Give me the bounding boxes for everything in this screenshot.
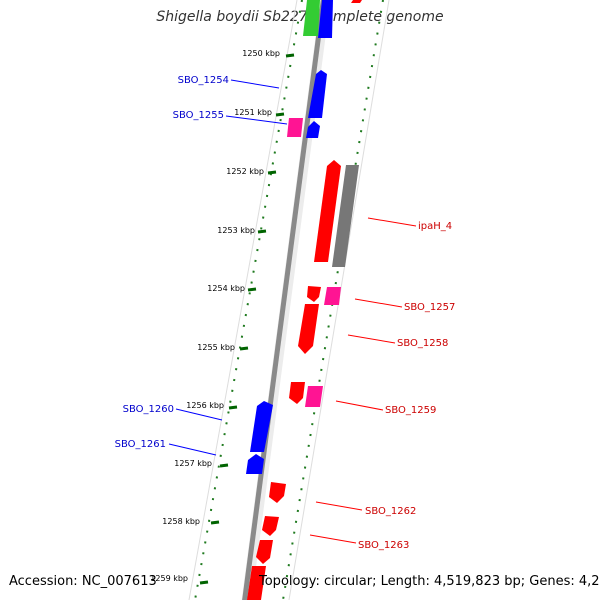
label-SBO_1263: SBO_1263 bbox=[358, 540, 409, 551]
leader-SBO_1263 bbox=[309, 534, 357, 544]
tick-1252: 1252 kbp bbox=[226, 167, 277, 176]
map-title: Shigella boydii Sb227, complete genome bbox=[156, 9, 444, 25]
gene-SBO_1257-a[interactable] bbox=[307, 286, 321, 302]
label-ipaH_4: ipaH_4 bbox=[418, 221, 452, 232]
tick-label: 1257 kbp bbox=[174, 459, 212, 468]
label-SBO_1258: SBO_1258 bbox=[397, 338, 448, 349]
tick-label: 1259 kbp bbox=[150, 574, 188, 583]
gene-SBO_1257[interactable] bbox=[324, 287, 341, 305]
leader-SBO_1262 bbox=[315, 501, 363, 511]
tick-1253: 1253 kbp bbox=[217, 226, 267, 235]
gene-SBO_1259-a[interactable] bbox=[289, 382, 305, 404]
label-SBO_1254: SBO_1254 bbox=[178, 75, 229, 86]
forward-strand-gene[interactable] bbox=[247, 566, 266, 600]
accession-text: Accession: NC_007613 bbox=[9, 574, 157, 589]
tick-label: 1251 kbp bbox=[234, 108, 272, 117]
leader-SBO_1261 bbox=[168, 443, 217, 456]
gene-SBO_1260[interactable] bbox=[250, 401, 273, 452]
gene-SBO_1255-reverse[interactable] bbox=[306, 121, 320, 138]
leader-SBO_1255 bbox=[225, 115, 288, 125]
gene-SBO_1263-a[interactable] bbox=[262, 516, 279, 536]
label-SBO_1255: SBO_1255 bbox=[173, 110, 224, 121]
reverse-strand-gene[interactable] bbox=[318, 0, 333, 38]
tick-label: 1258 kbp bbox=[162, 517, 200, 526]
leader-SBO_1254 bbox=[230, 79, 280, 89]
label-SBO_1260: SBO_1260 bbox=[123, 404, 174, 415]
feature-ipaH_4-region bbox=[332, 165, 359, 267]
tick-1257: 1257 kbp bbox=[174, 459, 229, 468]
leader-SBO_1259 bbox=[335, 400, 384, 411]
tick-label: 1252 kbp bbox=[226, 167, 264, 176]
gene-SBO_1258[interactable] bbox=[298, 304, 319, 354]
gene-SBO_1261[interactable] bbox=[246, 454, 264, 474]
tick-1255: 1255 kbp bbox=[197, 343, 249, 352]
tick-1250: 1250 kbp bbox=[242, 49, 295, 58]
label-SBO_1262: SBO_1262 bbox=[365, 506, 416, 517]
label-SBO_1259: SBO_1259 bbox=[385, 405, 436, 416]
tick-label: 1256 kbp bbox=[186, 401, 224, 410]
gene-SBO_1262[interactable] bbox=[269, 482, 286, 503]
tick-label: 1254 kbp bbox=[207, 284, 245, 293]
gene-ipaH_4[interactable] bbox=[314, 160, 341, 262]
gene-SBO_1254[interactable] bbox=[308, 70, 327, 118]
leader-ipaH_4 bbox=[367, 217, 417, 227]
tick-1254: 1254 kbp bbox=[207, 284, 257, 293]
tick-label: 1253 kbp bbox=[217, 226, 255, 235]
track-edge-left bbox=[188, 0, 298, 600]
topology-text: Topology: circular; Length: 4,519,823 bp… bbox=[259, 574, 600, 589]
gene-SBO_1255[interactable] bbox=[287, 118, 303, 137]
gene-SBO_1259[interactable] bbox=[305, 386, 323, 407]
label-SBO_1257: SBO_1257 bbox=[404, 302, 455, 313]
genome-backbone bbox=[242, 0, 326, 600]
forward-strand-gene[interactable] bbox=[351, 0, 362, 3]
leader-SBO_1257 bbox=[354, 298, 403, 308]
leader-SBO_1260 bbox=[175, 408, 223, 421]
tick-1258: 1258 kbp bbox=[162, 517, 220, 526]
gene-SBO_1263[interactable] bbox=[256, 540, 273, 564]
tick-1256: 1256 kbp bbox=[186, 401, 238, 410]
track-guide-left bbox=[194, 0, 303, 600]
tick-1259: 1259 kbp bbox=[150, 574, 209, 585]
leader-SBO_1258 bbox=[347, 334, 396, 344]
rna-feature[interactable] bbox=[303, 0, 320, 36]
label-SBO_1261: SBO_1261 bbox=[115, 439, 166, 450]
track-guide-right bbox=[282, 0, 384, 600]
tick-1251: 1251 kbp bbox=[234, 108, 285, 117]
tick-label: 1250 kbp bbox=[242, 49, 280, 58]
tick-label: 1255 kbp bbox=[197, 343, 235, 352]
